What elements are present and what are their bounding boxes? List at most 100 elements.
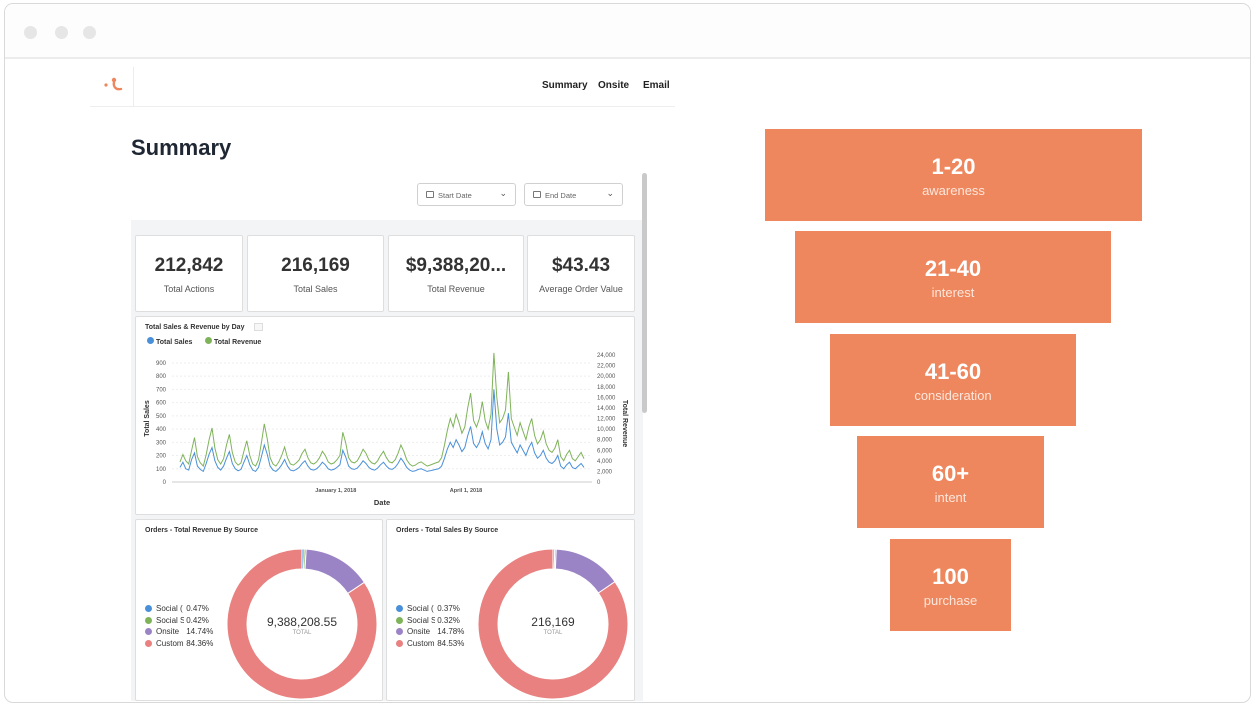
scrollbar-thumb[interactable]: [642, 173, 647, 413]
sales-by-source-card: Orders - Total Sales By Source Social ( …: [386, 519, 635, 701]
revenue-by-source-card: Orders - Total Revenue By Source Social …: [135, 519, 383, 701]
y2-axis-title: Total Revenue: [621, 400, 628, 447]
calendar-icon: [426, 191, 434, 198]
legend-dot-icon: [396, 605, 403, 612]
y2-tick-label: 6,000: [597, 448, 613, 454]
dashboard-scrollbar[interactable]: [641, 173, 648, 701]
chevron-down-icon: ⌄: [606, 188, 614, 198]
donut-slice[interactable]: [226, 548, 378, 700]
funnel-range: 1-20: [931, 154, 976, 179]
legend-label: Total Revenue: [213, 339, 262, 346]
legend-value: 0.32%: [435, 615, 460, 625]
y-tick-label: 800: [156, 374, 167, 380]
top-navigation: Summary Onsite Email: [90, 61, 675, 107]
nav-link-email[interactable]: Email: [643, 80, 670, 91]
donut-legend-item[interactable]: Onsite 14.78%: [396, 627, 464, 636]
start-date-label: Start Date: [438, 191, 472, 200]
funnel-range: 60+: [931, 461, 970, 486]
funnel-stage: consideration: [914, 388, 992, 403]
donut-legend-item[interactable]: Custom 84.36%: [145, 639, 213, 648]
funnel-step-interest: 21-40 interest: [795, 231, 1111, 323]
legend-label: Social (: [407, 604, 434, 613]
y2-tick-label: 8,000: [597, 438, 613, 444]
legend-label: Total Sales: [155, 339, 193, 346]
funnel-range: 41-60: [924, 359, 982, 384]
y-tick-label: 300: [156, 440, 167, 446]
donut-legend-item[interactable]: Custom 84.53%: [396, 639, 464, 648]
legend-label: Social S: [156, 615, 184, 625]
kpi-value: $43.43: [551, 255, 611, 276]
y-tick-label: 0: [163, 480, 167, 486]
legend-item-total-sales[interactable]: Total Sales: [147, 337, 192, 346]
donut-slice[interactable]: [554, 548, 616, 594]
legend-value: 0.47%: [184, 604, 209, 613]
donut-slice[interactable]: [477, 548, 629, 700]
y-tick-label: 200: [156, 454, 167, 460]
legend-label: Custom: [407, 638, 435, 648]
x-tick-label: January 1, 2018: [315, 488, 356, 494]
sales-donut-chart: [477, 548, 629, 700]
series-line-total-revenue: [179, 352, 585, 468]
dashboard-app: Summary Onsite Email Summary Start Date …: [90, 61, 680, 701]
legend-item-total-revenue[interactable]: Total Revenue: [205, 337, 261, 346]
funnel-stage: interest: [931, 285, 975, 300]
y2-tick-label: 22,000: [597, 364, 616, 370]
close-window-button[interactable]: [24, 26, 37, 39]
y2-tick-label: 16,000: [597, 395, 616, 401]
donut-legend-item[interactable]: Social ( 0.47%: [145, 604, 209, 613]
minimize-window-button[interactable]: [55, 26, 68, 39]
nav-link-summary[interactable]: Summary: [542, 80, 588, 91]
legend-dot-icon: [205, 337, 212, 344]
kpi-card-total-actions: 212,842 Total Actions: [135, 235, 243, 312]
brand-logo-icon[interactable]: [100, 73, 130, 97]
window-titlebar: [5, 4, 1250, 59]
legend-dot-icon: [145, 605, 152, 612]
funnel-step-intent: 60+ intent: [857, 436, 1044, 528]
y-tick-label: 900: [156, 361, 167, 367]
legend-dot-icon: [145, 639, 152, 647]
start-date-picker[interactable]: Start Date ⌄: [417, 183, 516, 206]
kpi-value: 216,169: [281, 255, 350, 276]
y-tick-label: 100: [156, 467, 167, 473]
donut-total-value: 216,169: [531, 615, 575, 629]
funnel-stage: awareness: [922, 183, 985, 198]
y2-tick-label: 14,000: [597, 406, 616, 412]
kpi-card-average-order-value: $43.43 Average Order Value: [527, 235, 635, 312]
legend-value: 14.78%: [435, 627, 465, 636]
funnel-step-consideration: 41-60 consideration: [830, 334, 1076, 426]
donut-total-label: TOTAL: [543, 630, 563, 636]
funnel-stage: purchase: [923, 593, 978, 608]
dashboard-panel: 212,842 Total Actions 216,169 Total Sale…: [131, 220, 643, 701]
maximize-window-button[interactable]: [83, 26, 96, 39]
chart-options-icon[interactable]: [254, 323, 263, 331]
y2-tick-label: 20,000: [597, 374, 616, 380]
funnel-stage: intent: [934, 490, 967, 505]
donut-legend-item[interactable]: Social S 0.32%: [396, 616, 460, 625]
legend-value: 0.37%: [435, 604, 460, 613]
legend-dot-icon: [145, 628, 152, 635]
donut-legend-item[interactable]: Onsite 14.74%: [145, 627, 213, 636]
legend-label: Custom: [156, 638, 184, 648]
chart-title: Total Sales & Revenue by Day: [145, 324, 245, 331]
funnel-step-purchase: 100 purchase: [890, 539, 1011, 631]
donut-total-value: 9,388,208.55: [266, 615, 338, 629]
y2-tick-label: 24,000: [597, 353, 616, 359]
donut-slice[interactable]: [304, 548, 366, 595]
sales-revenue-chart-card: Total Sales & Revenue by Day Total Sales…: [135, 316, 635, 515]
kpi-card-total-revenue: $9,388,20... Total Revenue: [388, 235, 524, 312]
y2-tick-label: 4,000: [597, 459, 613, 465]
nav-link-onsite[interactable]: Onsite: [598, 80, 630, 91]
kpi-value: $9,388,20...: [405, 255, 507, 276]
legend-dot-icon: [396, 639, 403, 647]
series-line-total-sales: [179, 389, 585, 473]
y-axis-title: Total Sales: [144, 400, 151, 437]
end-date-picker[interactable]: End Date ⌄: [524, 183, 623, 206]
funnel-range: 21-40: [924, 256, 982, 281]
donut-legend-item[interactable]: Social S 0.42%: [145, 616, 209, 625]
legend-label: Social S: [407, 615, 435, 625]
y2-tick-label: 0: [597, 480, 601, 486]
donut-legend-item[interactable]: Social ( 0.37%: [396, 604, 460, 613]
page-title: Summary: [131, 135, 232, 160]
y2-tick-label: 12,000: [597, 417, 616, 423]
legend-value: 84.36%: [184, 638, 214, 648]
